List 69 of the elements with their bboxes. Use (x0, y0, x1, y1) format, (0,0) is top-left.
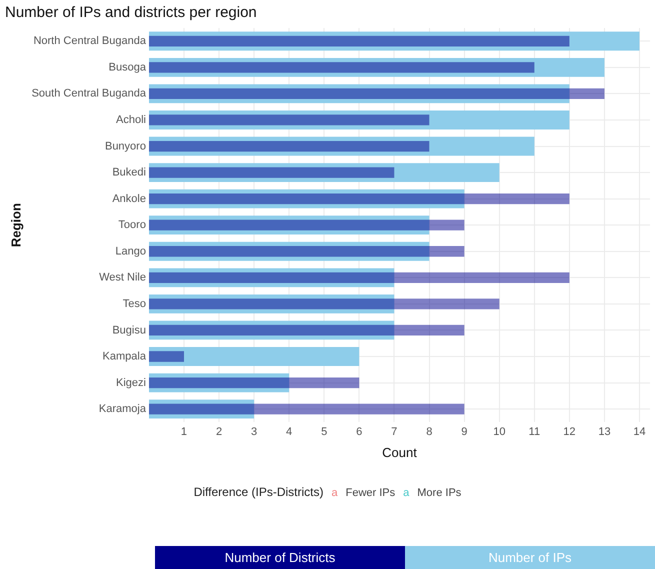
y-tick-label: Kampala (102, 350, 147, 363)
y-tick-label: Kigezi (116, 376, 146, 389)
bar (148, 194, 570, 204)
y-tick-label: Bugisu (112, 324, 146, 336)
x-tick-label: 1 (180, 426, 188, 438)
y-tick-label: West Nile (99, 272, 146, 284)
text: Number of Districts (155, 546, 405, 569)
bar (148, 268, 394, 288)
bar (148, 216, 430, 235)
x-tick-label: 7 (391, 426, 398, 438)
y-tick-label: Busoga (108, 61, 147, 74)
text: More IPs (417, 487, 462, 499)
bar (148, 88, 604, 100)
x-tick-label: 11 (528, 426, 540, 438)
bar (148, 404, 464, 414)
bar (148, 377, 360, 388)
bar (148, 136, 534, 156)
y-tick-label: Teso (122, 298, 146, 310)
bar (148, 58, 604, 77)
text: a (332, 487, 338, 499)
x-tick-label: 6 (356, 426, 362, 438)
bar (148, 36, 570, 46)
y-tick-label: Bunyoro (104, 140, 146, 152)
bar (148, 167, 394, 178)
bar (148, 114, 430, 126)
bar (148, 298, 500, 310)
bar (148, 140, 430, 152)
x-tick-label: 3 (251, 426, 258, 438)
x-tick-label: 10 (493, 426, 506, 438)
text: Difference (IPs-Districts) (194, 485, 324, 499)
text: Fewer IPs (346, 487, 396, 499)
bar (148, 400, 254, 419)
x-tick-label: 5 (321, 426, 328, 438)
x-axis-title: Count (382, 444, 418, 460)
bar (148, 62, 534, 73)
y-axis-title: Region (8, 203, 24, 248)
bar (148, 242, 430, 261)
bar (148, 110, 570, 130)
x-tick-label: 9 (461, 426, 468, 438)
y-tick-label: North Central Buganda (33, 35, 147, 48)
bar (148, 351, 184, 362)
bar (148, 32, 640, 51)
y-tick-label: South Central Buganda (32, 88, 147, 100)
bar (148, 84, 570, 104)
bar (148, 294, 394, 314)
x-tick-label: 4 (286, 426, 292, 438)
x-tick-label: 12 (563, 426, 576, 438)
bar (148, 347, 360, 366)
text: a (403, 487, 410, 499)
x-tick-label: 14 (633, 426, 646, 438)
bar (148, 189, 464, 208)
x-tick-label: 13 (598, 426, 611, 438)
y-tick-label: Bukedi (112, 166, 146, 179)
chart-title: Number of IPs and districts per region (5, 4, 257, 22)
y-tick-label: Karamoja (98, 403, 147, 416)
y-tick-label: Tooro (118, 219, 146, 232)
bar (148, 163, 500, 182)
bar (148, 272, 570, 283)
bar (148, 373, 290, 392)
y-tick-label: Ankole (112, 192, 146, 205)
bar (148, 246, 464, 257)
x-tick-label: 8 (426, 426, 432, 438)
bar (148, 324, 464, 336)
bar (148, 320, 394, 340)
y-tick-label: Lango (115, 245, 146, 258)
bar (148, 220, 464, 230)
x-tick-label: 2 (216, 426, 222, 438)
text: Number of IPs (405, 546, 655, 569)
y-tick-label: Acholi (116, 114, 146, 126)
